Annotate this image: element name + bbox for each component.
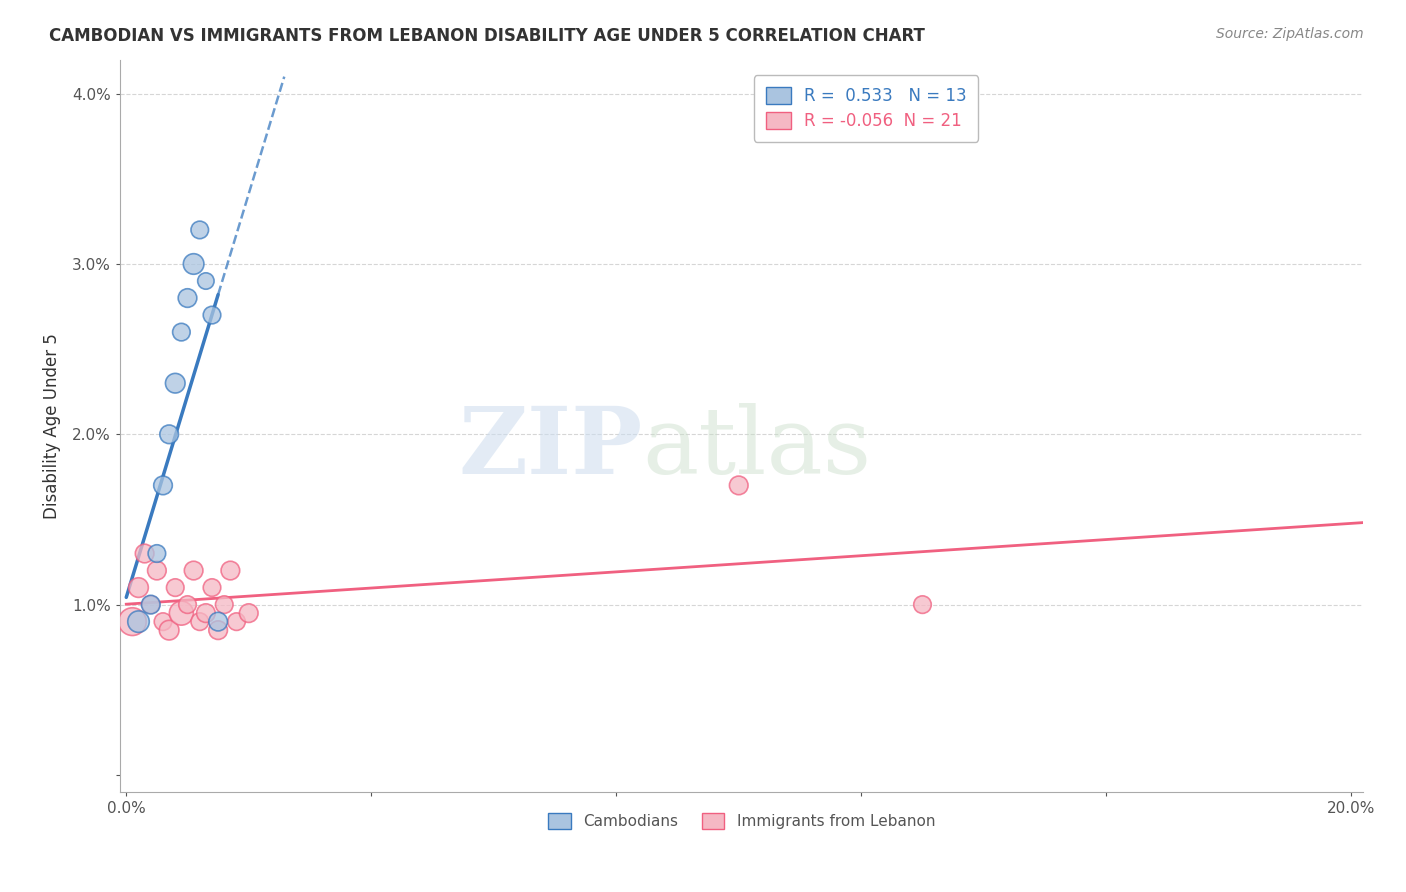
Point [152,615,174,629]
Point [134,547,156,561]
Point [183,257,205,271]
Point [183,564,205,578]
Point [188,615,211,629]
Point [238,606,260,620]
Point [170,325,193,339]
Point [727,478,749,492]
Point [170,606,193,620]
Y-axis label: Disability Age Under 5: Disability Age Under 5 [44,333,60,519]
Point [188,223,211,237]
Legend: Cambodians, Immigrants from Lebanon: Cambodians, Immigrants from Lebanon [543,807,941,836]
Point [207,615,229,629]
Point [225,615,247,629]
Point [201,581,224,595]
Point [146,547,169,561]
Point [165,581,187,595]
Point [152,478,174,492]
Text: atlas: atlas [643,403,872,492]
Point [157,427,180,442]
Text: Source: ZipAtlas.com: Source: ZipAtlas.com [1216,27,1364,41]
Point [201,308,224,322]
Point [219,564,242,578]
Point [207,623,229,637]
Point [128,581,150,595]
Text: ZIP: ZIP [458,403,643,492]
Point [157,623,180,637]
Point [176,291,198,305]
Text: CAMBODIAN VS IMMIGRANTS FROM LEBANON DISABILITY AGE UNDER 5 CORRELATION CHART: CAMBODIAN VS IMMIGRANTS FROM LEBANON DIS… [49,27,925,45]
Point [176,598,198,612]
Point [165,376,187,391]
Point [128,615,150,629]
Point [194,274,217,288]
Point [146,564,169,578]
Point [121,615,143,629]
Point [139,598,162,612]
Point [911,598,934,612]
Point [194,606,217,620]
Point [214,598,236,612]
Point [139,598,162,612]
